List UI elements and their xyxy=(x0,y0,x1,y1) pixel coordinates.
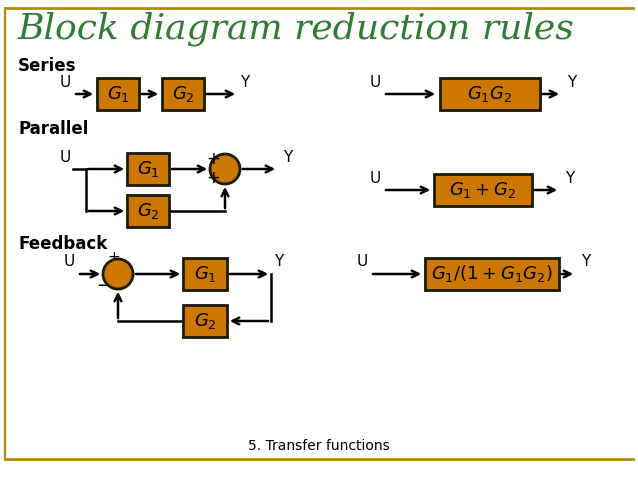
Bar xyxy=(183,305,227,337)
Text: 5. Transfer functions: 5. Transfer functions xyxy=(248,439,390,453)
Text: $G_1/(1+G_1G_2)$: $G_1/(1+G_1G_2)$ xyxy=(431,263,553,285)
Text: +: + xyxy=(206,169,220,187)
Text: +: + xyxy=(108,251,121,265)
Bar xyxy=(440,78,540,110)
Text: U: U xyxy=(63,254,75,270)
Text: Block diagram reduction rules: Block diagram reduction rules xyxy=(18,12,575,46)
Bar xyxy=(162,78,204,110)
Text: Feedback: Feedback xyxy=(18,235,107,253)
Text: $G_2$: $G_2$ xyxy=(137,201,160,221)
Text: $G_1$: $G_1$ xyxy=(107,84,130,104)
Text: U: U xyxy=(59,75,71,90)
Text: U: U xyxy=(369,75,381,90)
Text: $G_1$: $G_1$ xyxy=(193,264,216,284)
Circle shape xyxy=(210,154,240,184)
Text: Y: Y xyxy=(274,254,284,270)
Text: Y: Y xyxy=(581,254,591,270)
Bar xyxy=(425,258,559,290)
Circle shape xyxy=(103,259,133,289)
Bar xyxy=(127,195,169,227)
Text: +: + xyxy=(206,150,220,168)
Bar xyxy=(434,174,532,206)
Text: Y: Y xyxy=(241,75,249,90)
Text: U: U xyxy=(357,254,367,270)
Text: $G_1$: $G_1$ xyxy=(137,159,160,179)
Text: $G_2$: $G_2$ xyxy=(194,311,216,331)
Text: Y: Y xyxy=(567,75,577,90)
Text: U: U xyxy=(59,149,71,164)
Text: Series: Series xyxy=(18,57,77,75)
Text: Y: Y xyxy=(565,171,575,185)
Bar xyxy=(97,78,139,110)
Text: Y: Y xyxy=(283,149,293,164)
Text: Parallel: Parallel xyxy=(18,120,89,138)
Text: $G_2$: $G_2$ xyxy=(172,84,195,104)
Text: −: − xyxy=(96,277,112,295)
Text: U: U xyxy=(369,171,381,185)
Bar xyxy=(183,258,227,290)
Text: $G_1G_2$: $G_1G_2$ xyxy=(468,84,512,104)
Bar xyxy=(127,153,169,185)
Text: $G_1 + G_2$: $G_1 + G_2$ xyxy=(449,180,517,200)
